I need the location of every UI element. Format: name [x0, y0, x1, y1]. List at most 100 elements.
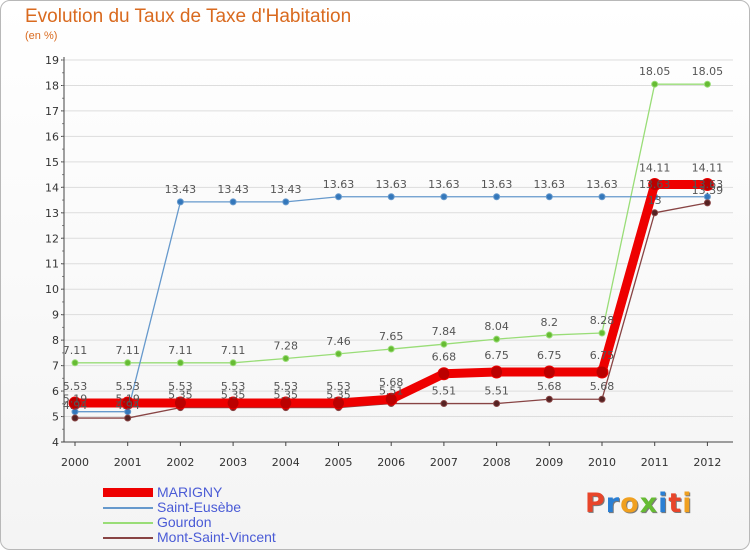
- data-point: [493, 335, 501, 343]
- data-label: 13.63: [534, 178, 566, 191]
- y-tick-label: 18: [45, 79, 59, 92]
- y-tick-label: 15: [45, 156, 59, 169]
- data-label: 5.53: [221, 380, 246, 393]
- data-point: [332, 396, 345, 410]
- data-point: [229, 359, 237, 367]
- data-label: 5.51: [379, 385, 404, 398]
- legend-swatch-marigny: [103, 488, 153, 497]
- data-label: 13.63: [375, 178, 407, 191]
- data-label: 5.35: [274, 389, 299, 402]
- y-tick-label: 14: [45, 181, 59, 194]
- data-point: [651, 209, 659, 217]
- x-tick-label: 2001: [114, 456, 142, 469]
- legend-label: Gourdon: [157, 514, 212, 530]
- data-point: [598, 193, 606, 201]
- series-line-0: [75, 180, 708, 408]
- data-point: [121, 396, 135, 410]
- data-point: [545, 395, 553, 403]
- data-point: [703, 199, 711, 207]
- x-tick-label: 2008: [483, 456, 511, 469]
- data-label: 13.43: [217, 183, 249, 196]
- data-label: 7.11: [63, 344, 88, 357]
- data-label: 5.51: [432, 385, 457, 398]
- data-point: [282, 198, 290, 206]
- y-tick-label: 12: [45, 232, 59, 245]
- data-label: 5.19: [115, 393, 140, 406]
- axes: 4 5 6 7 8 9 10 11 12 13 14 15 16 17 18 19 2000 2001 2002 20…: [45, 54, 733, 469]
- data-label: 13.63: [428, 178, 460, 191]
- x-tick-label: 2005: [325, 456, 353, 469]
- data-label: 8.04: [484, 320, 509, 333]
- y-tick-label: 8: [52, 334, 59, 347]
- data-point: [176, 198, 184, 206]
- data-point: [545, 193, 553, 201]
- data-point: [68, 396, 82, 410]
- data-label: 13.63: [323, 178, 355, 191]
- y-tick-label: 6: [52, 385, 59, 398]
- data-label: 5.51: [484, 385, 509, 398]
- data-label: 5.68: [537, 380, 562, 393]
- data-label: 13.63: [639, 178, 671, 191]
- data-point: [279, 396, 293, 410]
- data-label: 13.43: [270, 183, 302, 196]
- data-point: [387, 193, 395, 201]
- data-label: 7.11: [221, 344, 246, 357]
- brand-logo: Proxiti: [585, 488, 693, 519]
- data-label: 14.11: [639, 162, 671, 175]
- data-point: [282, 354, 290, 362]
- data-point: [440, 193, 448, 201]
- data-label: 5.68: [590, 380, 615, 393]
- data-point: [700, 178, 714, 192]
- data-point: [545, 331, 553, 339]
- x-tick-label: 2004: [272, 456, 300, 469]
- data-point: [124, 359, 132, 367]
- data-point: [335, 193, 342, 201]
- data-point: [493, 400, 501, 408]
- data-point: [229, 198, 237, 206]
- data-label: 5.53: [63, 380, 88, 393]
- data-point: [542, 365, 556, 379]
- data-label: 6.68: [432, 351, 457, 364]
- legend-swatch-saint-eusebe: [103, 507, 153, 509]
- data-point: [648, 178, 662, 192]
- data-point: [440, 400, 448, 408]
- data-point: [595, 365, 609, 379]
- data-label: 13.43: [165, 183, 197, 196]
- y-tick-label: 19: [45, 54, 59, 67]
- x-tick-label: 2007: [430, 456, 458, 469]
- y-tick-label: 5: [52, 411, 59, 424]
- data-label: 8.28: [590, 314, 615, 327]
- data-point: [493, 193, 501, 201]
- data-point: [176, 359, 184, 367]
- data-label: 8.2: [541, 316, 559, 329]
- y-tick-label: 10: [45, 283, 59, 296]
- data-label: 13.63: [481, 178, 513, 191]
- y-tick-label: 13: [45, 207, 59, 220]
- data-label: 5.35: [221, 389, 246, 402]
- data-point: [71, 414, 79, 422]
- data-label: 13.39: [692, 184, 724, 197]
- x-tick-label: 2006: [377, 456, 405, 469]
- chart-subtitle: (en %): [25, 30, 58, 42]
- data-point: [173, 396, 187, 410]
- data-label: 18.05: [639, 65, 671, 78]
- y-tick-label: 7: [52, 360, 59, 373]
- y-tick-label: 4: [52, 436, 59, 449]
- legend-label: Mont-Saint-Vincent: [157, 529, 276, 545]
- data-label: 5.53: [168, 380, 193, 393]
- y-tick-label: 16: [45, 130, 59, 143]
- data-label: 7.84: [432, 325, 457, 338]
- legend-swatch-mont-saint-vincent: [103, 537, 153, 539]
- data-label: 4.94: [63, 399, 88, 412]
- data-label: 18.05: [692, 65, 724, 78]
- data-label: 7.65: [379, 330, 404, 343]
- x-tick-label: 2012: [693, 456, 721, 469]
- data-label: 5.35: [326, 389, 351, 402]
- y-tick-label: 17: [45, 105, 59, 118]
- data-label: 5.53: [274, 380, 299, 393]
- x-tick-label: 2011: [641, 456, 669, 469]
- data-point: [226, 396, 240, 410]
- x-tick-label: 2010: [588, 456, 616, 469]
- data-label: 5.53: [326, 380, 351, 393]
